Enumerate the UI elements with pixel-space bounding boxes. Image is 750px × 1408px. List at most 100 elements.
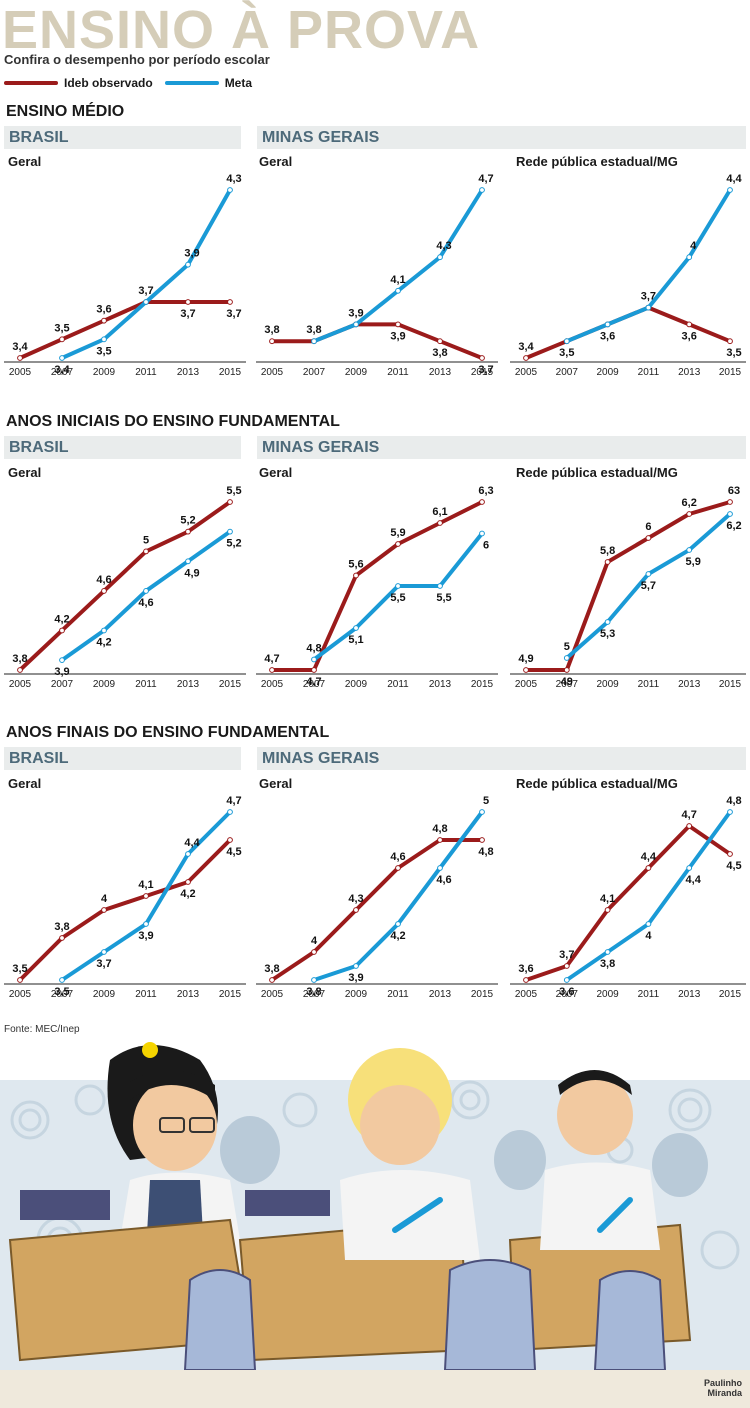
observed-data-label: 49 bbox=[561, 676, 573, 688]
x-tick-label: 2013 bbox=[429, 989, 452, 1000]
chart-7: 2005 2007 2009 2011 2013 2015 3,8 4 4,3 4,6 4,8 4,8… bbox=[256, 795, 498, 1000]
target-data-label: 5,5 bbox=[390, 592, 405, 604]
observed-data-label: 4,1 bbox=[600, 893, 615, 905]
target-data-label: 5 bbox=[483, 795, 489, 807]
target-point bbox=[227, 809, 233, 815]
x-tick-label: 2007 bbox=[556, 679, 579, 690]
observed-data-label: 5,2 bbox=[180, 515, 195, 527]
observed-point bbox=[185, 528, 191, 535]
target-point bbox=[143, 299, 149, 305]
target-data-label: 4,4 bbox=[726, 173, 742, 185]
target-point bbox=[143, 588, 149, 594]
x-tick-label: 2009 bbox=[596, 367, 619, 378]
observed-point bbox=[437, 837, 443, 843]
observed-data-label: 3,8 bbox=[264, 324, 279, 336]
student-boy bbox=[540, 1070, 660, 1250]
observed-point bbox=[17, 977, 23, 983]
target-data-label: 3,5 bbox=[559, 347, 574, 359]
x-tick-label: 2015 bbox=[471, 679, 494, 690]
observed-data-label: 3,4 bbox=[12, 341, 28, 353]
legend: Ideb observado Meta bbox=[4, 74, 264, 92]
target-point bbox=[727, 511, 733, 517]
x-tick-label: 2005 bbox=[515, 679, 538, 690]
x-tick-label: 2015 bbox=[471, 989, 494, 1000]
target-line bbox=[312, 810, 484, 982]
observed-data-label: 3,7 bbox=[641, 291, 656, 303]
target-point bbox=[686, 254, 693, 261]
target-data-label: 3,9 bbox=[348, 972, 363, 984]
observed-point bbox=[101, 317, 107, 324]
legend-target-swatch bbox=[164, 81, 219, 85]
region-bar-brasil: BRASIL bbox=[4, 747, 241, 770]
observed-data-label: 3,9 bbox=[390, 330, 405, 342]
observed-data-label: 63 bbox=[728, 485, 740, 497]
observed-data-label: 4 bbox=[311, 935, 318, 947]
observed-point bbox=[479, 499, 485, 505]
observed-point bbox=[395, 321, 401, 328]
observed-data-label: 6 bbox=[645, 521, 651, 533]
chart-6: 2005 2007 2009 2011 2013 2015 3,5 3,8 4 4,1 4,2 4,5… bbox=[4, 795, 246, 1000]
legend-target-label: Meta bbox=[224, 76, 253, 90]
x-tick-label: 2007 bbox=[303, 367, 326, 378]
target-data-label: 4,2 bbox=[96, 636, 111, 648]
observed-data-label: 4,6 bbox=[390, 851, 405, 863]
target-point bbox=[479, 809, 485, 815]
observed-point bbox=[353, 572, 359, 579]
target-data-label: 4,7 bbox=[226, 795, 241, 807]
target-point bbox=[353, 321, 359, 328]
x-tick-label: 2007 bbox=[51, 367, 74, 378]
target-point bbox=[101, 336, 107, 343]
target-point bbox=[353, 963, 359, 969]
chart-1-title: Geral bbox=[259, 154, 293, 169]
target-point bbox=[59, 657, 65, 664]
observed-point bbox=[479, 837, 485, 843]
target-data-label: 5,3 bbox=[600, 628, 615, 640]
x-tick-label: 2005 bbox=[261, 989, 284, 1000]
chart-8-title: Rede pública estadual/MG bbox=[516, 776, 678, 791]
target-data-label: 4,6 bbox=[138, 597, 153, 609]
observed-point bbox=[227, 837, 233, 843]
target-point bbox=[227, 187, 233, 193]
observed-data-label: 4,7 bbox=[264, 653, 279, 665]
illustrator-credit: Paulinho Miranda bbox=[704, 1378, 742, 1398]
observed-data-label: 3,7 bbox=[559, 949, 574, 961]
chart-0: 2005 2007 2009 2011 2013 2015 3,4 3,5 3,6 3,7 3,7 3… bbox=[4, 173, 246, 378]
observed-point bbox=[563, 667, 570, 673]
region-bar-minas-gerais: MINAS GERAIS bbox=[257, 436, 746, 459]
target-data-label: 5,1 bbox=[348, 634, 363, 646]
observed-data-label: 4,2 bbox=[54, 613, 69, 625]
observed-point bbox=[269, 338, 275, 345]
observed-point bbox=[523, 355, 529, 361]
backpacks bbox=[183, 1259, 667, 1371]
target-data-label: 4,3 bbox=[226, 173, 241, 185]
target-point bbox=[101, 949, 107, 955]
observed-line bbox=[524, 500, 732, 672]
target-data-label: 6 bbox=[483, 540, 489, 552]
x-tick-label: 2009 bbox=[345, 989, 368, 1000]
x-tick-label: 2005 bbox=[9, 367, 32, 378]
target-point bbox=[437, 865, 443, 871]
observed-data-label: 4,8 bbox=[478, 846, 493, 858]
section-title-ensino-medio: ENSINO MÉDIO bbox=[6, 103, 125, 120]
x-tick-label: 2005 bbox=[9, 989, 32, 1000]
target-data-label: 4,4 bbox=[686, 874, 702, 886]
x-tick-label: 2015 bbox=[219, 989, 242, 1000]
observed-line bbox=[270, 500, 484, 672]
observed-point bbox=[437, 338, 443, 345]
observed-point bbox=[227, 499, 233, 505]
target-point bbox=[395, 921, 401, 927]
observed-point bbox=[645, 535, 652, 541]
chart-5-title: Rede pública estadual/MG bbox=[516, 465, 678, 480]
x-tick-label: 2009 bbox=[93, 989, 116, 1000]
target-point bbox=[395, 583, 401, 589]
x-tick-label: 2009 bbox=[345, 679, 368, 690]
region-bar-minas-gerais: MINAS GERAIS bbox=[257, 747, 746, 770]
x-tick-label: 2013 bbox=[429, 679, 452, 690]
x-tick-label: 2011 bbox=[638, 989, 660, 1000]
observed-point bbox=[185, 299, 191, 305]
observed-point bbox=[563, 963, 570, 969]
observed-point bbox=[59, 336, 65, 343]
observed-point bbox=[353, 907, 359, 913]
chart-0-title: Geral bbox=[8, 154, 42, 169]
observed-line bbox=[524, 824, 732, 982]
